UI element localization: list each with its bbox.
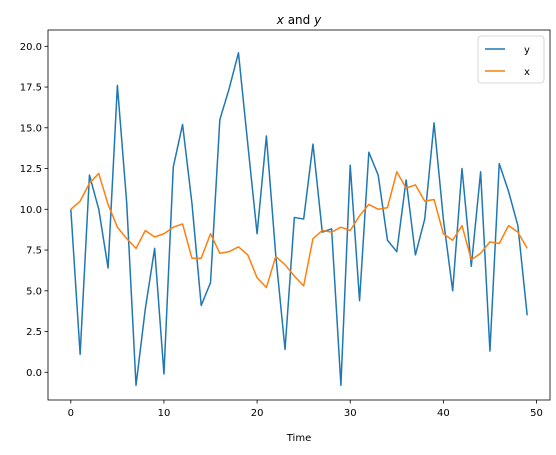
x-axis: 0 10 20 30 40 50 bbox=[68, 400, 543, 419]
series-line-y bbox=[70, 52, 528, 387]
y-tick-label: 10.0 bbox=[20, 205, 42, 216]
legend-label-y: y bbox=[524, 45, 530, 56]
y-tick-label: 15.0 bbox=[20, 123, 42, 134]
y-tick-label: 12.5 bbox=[20, 164, 42, 175]
y-tick-label: 0.0 bbox=[26, 368, 42, 379]
x-tick-label: 0 bbox=[68, 408, 74, 419]
plot-area bbox=[48, 30, 550, 400]
x-tick-label: 40 bbox=[437, 408, 450, 419]
title-conjunction: and bbox=[284, 13, 314, 27]
x-tick-label: 20 bbox=[251, 408, 264, 419]
series-line-x bbox=[70, 171, 528, 289]
x-tick-label: 50 bbox=[530, 408, 543, 419]
x-tick-label: 30 bbox=[344, 408, 357, 419]
title-x-variable: x bbox=[276, 13, 285, 27]
y-tick-label: 20.0 bbox=[20, 42, 42, 53]
series-layer bbox=[70, 52, 528, 387]
y-tick-label: 2.5 bbox=[26, 327, 42, 338]
plot-background bbox=[48, 30, 550, 400]
y-tick-label: 17.5 bbox=[20, 83, 42, 94]
legend-box bbox=[477, 35, 545, 84]
plot-frame bbox=[47, 29, 551, 401]
legend: y x bbox=[477, 35, 545, 84]
title-y-variable: y bbox=[313, 13, 322, 27]
y-axis: 0.0 2.5 5.0 7.5 10.0 12.5 15.0 17.5 20.0 bbox=[20, 42, 48, 379]
x-axis-label: Time bbox=[286, 433, 311, 444]
y-tick-label: 7.5 bbox=[26, 246, 42, 257]
x-tick-label: 10 bbox=[158, 408, 171, 419]
legend-label-x: x bbox=[524, 67, 530, 78]
y-tick-label: 5.0 bbox=[26, 286, 42, 297]
chart-title: x and y bbox=[276, 13, 322, 27]
